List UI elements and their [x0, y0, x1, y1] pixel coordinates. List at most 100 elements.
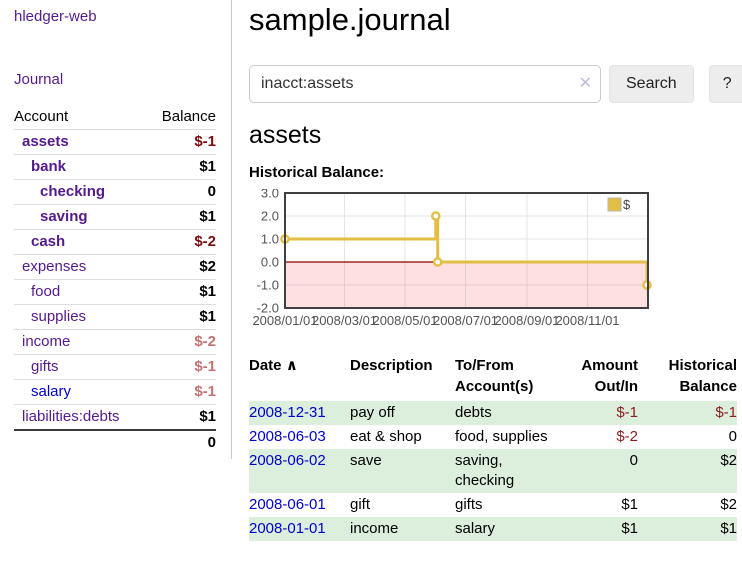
accounts-table: Account Balance assets $-1 bank $1 checking 0…	[14, 105, 216, 455]
legend-swatch	[607, 197, 622, 212]
register-date-link[interactable]: 2008-06-03	[249, 428, 326, 445]
register-row: 2008-06-01 gift gifts $1 $2	[249, 493, 737, 517]
register-table: Date ∧ Description To/From Account(s) Amoun…	[249, 353, 737, 541]
main-content: sample.journal ✕ Search ? assets Histori…	[232, 0, 742, 541]
account-link[interactable]: income	[22, 333, 71, 350]
register-description-cell: eat & shop	[350, 428, 422, 445]
register-balance-cell: $-1	[715, 404, 737, 421]
x-axis-tick-label: 2008/09/01	[494, 313, 559, 328]
account-link[interactable]: bank	[31, 158, 67, 175]
account-row: saving $1	[14, 204, 216, 230]
register-balance-cell: $2	[720, 452, 737, 469]
account-link[interactable]: saving	[40, 208, 88, 225]
page-title: sample.journal	[249, 2, 451, 37]
account-balance: $-1	[194, 383, 216, 400]
account-link[interactable]: expenses	[22, 258, 87, 275]
register-amount-cell: $1	[621, 520, 638, 537]
account-link[interactable]: gifts	[31, 358, 59, 375]
account-cell: bank	[14, 155, 147, 180]
account-row: liabilities:debts $1	[14, 404, 216, 431]
register-column-header: To/From Account(s)	[455, 357, 534, 395]
register-accounts-cell: salary	[455, 520, 496, 537]
account-cell: saving	[14, 205, 147, 230]
register-balance-cell: $1	[720, 520, 737, 537]
register-balance-cell: 0	[728, 428, 737, 445]
chart-label: Historical Balance:	[249, 164, 385, 181]
account-balance: $1	[199, 408, 216, 425]
account-row: food $1	[14, 279, 216, 305]
account-row: bank $1	[14, 154, 216, 180]
register-date-cell: 2008-06-01	[249, 493, 344, 517]
search-form: ✕ Search ?	[249, 65, 742, 103]
account-link[interactable]: cash	[31, 233, 66, 250]
y-axis-tick-label: 0.0	[261, 255, 279, 270]
legend-label: $	[623, 197, 631, 212]
account-row: checking 0	[14, 179, 216, 205]
account-link[interactable]: checking	[40, 183, 106, 200]
help-button[interactable]: ?	[708, 65, 742, 103]
register-column-header: Amount Out/In	[581, 357, 638, 395]
account-link[interactable]: assets	[22, 133, 69, 150]
y-axis-tick-label: -1.0	[257, 278, 279, 293]
register-date-link[interactable]: 2008-01-01	[249, 520, 326, 537]
register-date-cell: 2008-06-02	[249, 449, 344, 493]
sidebar: hledger-web Journal Account Balance asse…	[0, 0, 232, 459]
balance-chart-svg: 3.0 2.0 1.0 0.0 -1.0 -2.02008/01/012008/03/01…	[252, 186, 652, 328]
search-button[interactable]: Search	[609, 65, 694, 103]
register-date-link[interactable]: 2008-12-31	[249, 404, 326, 421]
account-row: expenses $2	[14, 254, 216, 280]
account-balance: 0	[207, 183, 216, 200]
account-cell: checking	[14, 180, 147, 205]
register-row: 2008-06-03 eat & shop food, supplies $-2 0	[249, 425, 737, 449]
account-link[interactable]: salary	[31, 383, 72, 400]
register-amount-cell: $-2	[616, 428, 638, 445]
account-cell: food	[14, 280, 147, 305]
accounts-table-header: Account Balance	[14, 105, 216, 130]
register-description-cell: income	[350, 520, 399, 537]
register-date-cell: 2008-12-31	[249, 401, 344, 425]
sort-ascending-icon: ∧	[285, 357, 298, 374]
accounts-total-row: 0	[14, 430, 216, 455]
account-link[interactable]: food	[31, 283, 61, 300]
register-amount-cell: $1	[621, 496, 638, 513]
account-balance: $2	[199, 258, 216, 275]
clear-search-icon[interactable]: ✕	[578, 75, 592, 92]
y-axis-tick-label: -2.0	[257, 301, 279, 316]
register-amount-cell: 0	[629, 452, 638, 469]
account-heading: assets	[249, 121, 322, 149]
account-cell: assets	[14, 130, 147, 155]
x-axis-tick-label: 2008/01/01	[252, 313, 317, 328]
register-accounts-cell: saving, checking	[455, 452, 515, 489]
app-title-link[interactable]: hledger-web	[14, 8, 97, 25]
register-amount-cell: $-1	[616, 404, 638, 421]
x-axis-tick-label: 2008/03/01	[312, 313, 377, 328]
account-balance: $-1	[194, 358, 216, 375]
register-column-header[interactable]: Date ∧	[249, 357, 298, 374]
register-accounts-cell: gifts	[455, 496, 483, 513]
account-balance: $1	[199, 158, 216, 175]
sidebar-item-journal[interactable]: Journal	[14, 71, 64, 88]
register-date-link[interactable]: 2008-06-01	[249, 496, 326, 513]
search-input[interactable]	[249, 65, 601, 103]
register-row: 2008-12-31 pay off debts $-1 $-1	[249, 401, 737, 425]
account-row: assets $-1	[14, 129, 216, 155]
register-column-header: Historical Balance	[668, 357, 737, 395]
account-link[interactable]: supplies	[31, 308, 87, 325]
account-balance: $-2	[194, 233, 216, 250]
account-balance: $-1	[194, 133, 216, 150]
account-cell: salary	[14, 380, 147, 405]
register-accounts-cell: food, supplies	[455, 428, 548, 445]
register-description-cell: pay off	[350, 404, 395, 421]
register-row: 2008-01-01 income salary $1 $1	[249, 517, 737, 541]
account-cell: income	[14, 330, 147, 355]
account-link[interactable]: liabilities:debts	[22, 408, 120, 425]
account-balance: $1	[199, 283, 216, 300]
register-date-link[interactable]: 2008-06-02	[249, 452, 326, 469]
register-header-row: Date ∧ Description To/From Account(s) Amoun…	[249, 353, 737, 401]
account-row: income $-2	[14, 329, 216, 355]
x-axis-tick-label: 2008/11/01	[555, 313, 619, 328]
y-axis-tick-label: 3.0	[261, 189, 279, 201]
account-row: salary $-1	[14, 379, 216, 405]
historical-balance-chart[interactable]: 3.0 2.0 1.0 0.0 -1.0 -2.0 2008/01/01 2008/03/01…	[249, 186, 742, 339]
account-balance: $1	[199, 308, 216, 325]
